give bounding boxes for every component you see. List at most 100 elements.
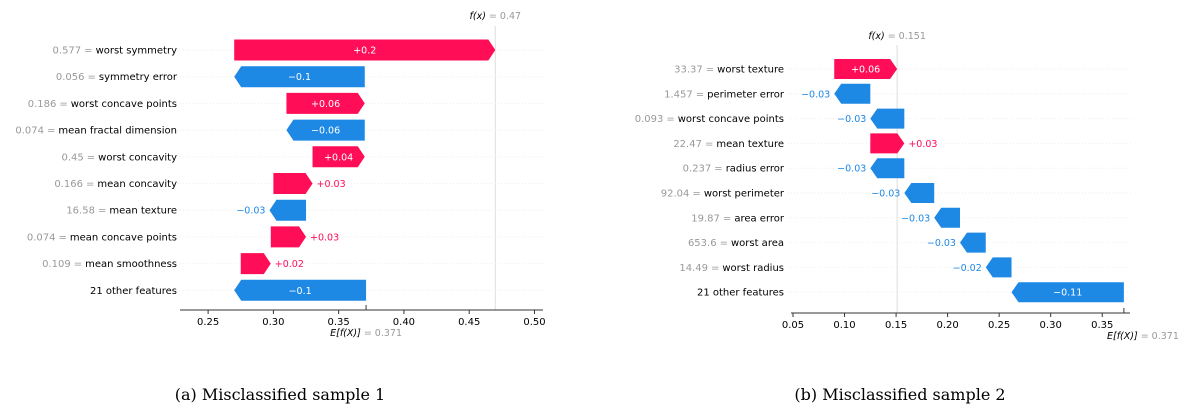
equals-sign: = — [86, 179, 94, 190]
negative-shap-bar — [269, 199, 307, 221]
feature-label: 0.074 = mean fractal dimension — [15, 126, 177, 137]
feature-label: 0.237 = radius error — [683, 164, 785, 175]
efx-label-name: E[f(X)] — [1107, 331, 1138, 342]
feature-name: mean fractal dimension — [58, 126, 177, 137]
feature-label: 21 other features — [90, 286, 177, 297]
bar-value-label: −0.03 — [236, 206, 265, 217]
bar-value-label: −0.03 — [801, 89, 830, 100]
feature-name: mean concavity — [97, 179, 177, 190]
feature-name: mean concave points — [70, 232, 177, 243]
feature-label: 1.457 = perimeter error — [664, 89, 785, 100]
positive-shap-bar — [234, 39, 496, 61]
fx-label-value: = 0.151 — [888, 31, 926, 42]
feature-label: 0.186 = worst concave points — [28, 99, 177, 110]
feature-label: 22.47 = mean texture — [673, 139, 784, 150]
efx-label-value: = 0.371 — [1141, 331, 1179, 342]
negative-shap-bar — [234, 66, 365, 88]
equals-sign: = — [98, 206, 106, 217]
x-tick-label: 0.35 — [328, 317, 350, 328]
x-tick-label: 0.15 — [885, 320, 907, 331]
bar-value-label: −0.1 — [288, 72, 311, 83]
waterfall-chart-a: f(x) = 0.47 +0.2 0.577 = worst symmetry −0.1 0.… — [0, 0, 560, 360]
bar-value-label: −0.03 — [901, 213, 930, 224]
feature-value: 0.093 — [635, 114, 664, 125]
negative-shap-bar — [234, 279, 367, 301]
feature-name: 21 other features — [697, 288, 784, 299]
fx-label: f(x) = 0.151 — [868, 31, 926, 42]
x-tick-label: 0.30 — [1040, 320, 1062, 331]
negative-shap-bar — [870, 158, 905, 179]
positive-shap-bar — [270, 226, 307, 248]
equals-sign: = — [711, 263, 719, 274]
efx-label-name: E[f(X)] — [330, 328, 361, 339]
bar-value-label: +0.03 — [908, 139, 937, 150]
bar-value-label: +0.03 — [310, 232, 339, 243]
x-tick-label: 0.25 — [197, 317, 219, 328]
fx-label-name: f(x) — [868, 31, 884, 42]
efx-label: E[f(X)] = 0.371 — [1107, 331, 1179, 342]
bar-value-label: +0.06 — [851, 65, 880, 76]
positive-shap-bar — [240, 253, 271, 275]
feature-value: 0.577 — [53, 46, 82, 57]
feature-name: mean texture — [716, 139, 784, 150]
x-tick-label: 0.45 — [458, 317, 480, 328]
fx-label-value: = 0.47 — [489, 11, 521, 22]
bar-value-label: +0.04 — [324, 152, 353, 163]
bar-value-label: −0.03 — [837, 114, 866, 125]
equals-sign: = — [47, 126, 55, 137]
feature-value: 0.074 — [15, 126, 44, 137]
feature-name: worst perimeter — [704, 189, 785, 200]
feature-label: 14.49 = worst radius — [679, 263, 784, 274]
negative-shap-bar — [286, 119, 365, 141]
feature-value: 14.49 — [679, 263, 708, 274]
x-tick-label: 0.20 — [936, 320, 958, 331]
equals-sign: = — [705, 139, 713, 150]
positive-shap-bar — [870, 133, 905, 154]
positive-shap-bar — [273, 173, 313, 194]
feature-name: worst radius — [722, 263, 784, 274]
positive-shap-bar — [312, 146, 365, 168]
bar-value-label: −0.03 — [927, 238, 956, 249]
feature-label: 92.04 = worst perimeter — [661, 189, 785, 200]
negative-shap-bar — [870, 108, 905, 129]
negative-shap-bar — [834, 83, 871, 104]
fx-label: f(x) = 0.47 — [470, 11, 522, 22]
positive-shap-bar — [286, 92, 365, 114]
feature-name: worst concavity — [98, 152, 177, 163]
equals-sign: = — [723, 213, 731, 224]
bar-value-label: −0.11 — [1053, 288, 1082, 299]
waterfall-svg-b: f(x) = 0.151 +0.06 33.37 = worst texture −0.03… — [635, 31, 1179, 342]
feature-value: 0.186 — [28, 99, 57, 110]
equals-sign: = — [666, 114, 674, 125]
x-tick-label: 0.30 — [262, 317, 284, 328]
bar-value-label: +0.03 — [317, 179, 346, 190]
feature-value: 0.237 — [683, 164, 712, 175]
feature-name: symmetry error — [99, 72, 178, 83]
feature-name: area error — [734, 213, 785, 224]
feature-value: 92.04 — [661, 189, 690, 200]
x-tick-label: 0.35 — [1091, 320, 1113, 331]
x-tick-label: 0.25 — [988, 320, 1010, 331]
equals-sign: = — [706, 65, 714, 76]
equals-sign: = — [74, 259, 82, 270]
feature-value: 0.45 — [62, 152, 84, 163]
x-tick-label: 0.05 — [782, 320, 804, 331]
feature-value: 653.6 — [688, 238, 717, 249]
feature-value: 1.457 — [664, 89, 693, 100]
negative-shap-bar — [934, 207, 960, 228]
feature-value: 19.87 — [691, 213, 720, 224]
feature-name: mean smoothness — [85, 259, 177, 270]
feature-label: 653.6 = worst area — [688, 238, 784, 249]
equals-sign: = — [696, 89, 704, 100]
equals-sign: = — [692, 189, 700, 200]
feature-label: 33.37 = worst texture — [674, 65, 784, 76]
feature-label: 0.093 = worst concave points — [635, 114, 784, 125]
fx-label-name: f(x) — [470, 11, 486, 22]
feature-name: mean texture — [109, 206, 177, 217]
feature-name: perimeter error — [707, 89, 785, 100]
bar-value-label: +0.02 — [275, 259, 304, 270]
feature-label: 16.58 = mean texture — [66, 206, 177, 217]
feature-label: 19.87 = area error — [691, 213, 785, 224]
equals-sign: = — [714, 164, 722, 175]
feature-value: 0.074 — [27, 232, 56, 243]
